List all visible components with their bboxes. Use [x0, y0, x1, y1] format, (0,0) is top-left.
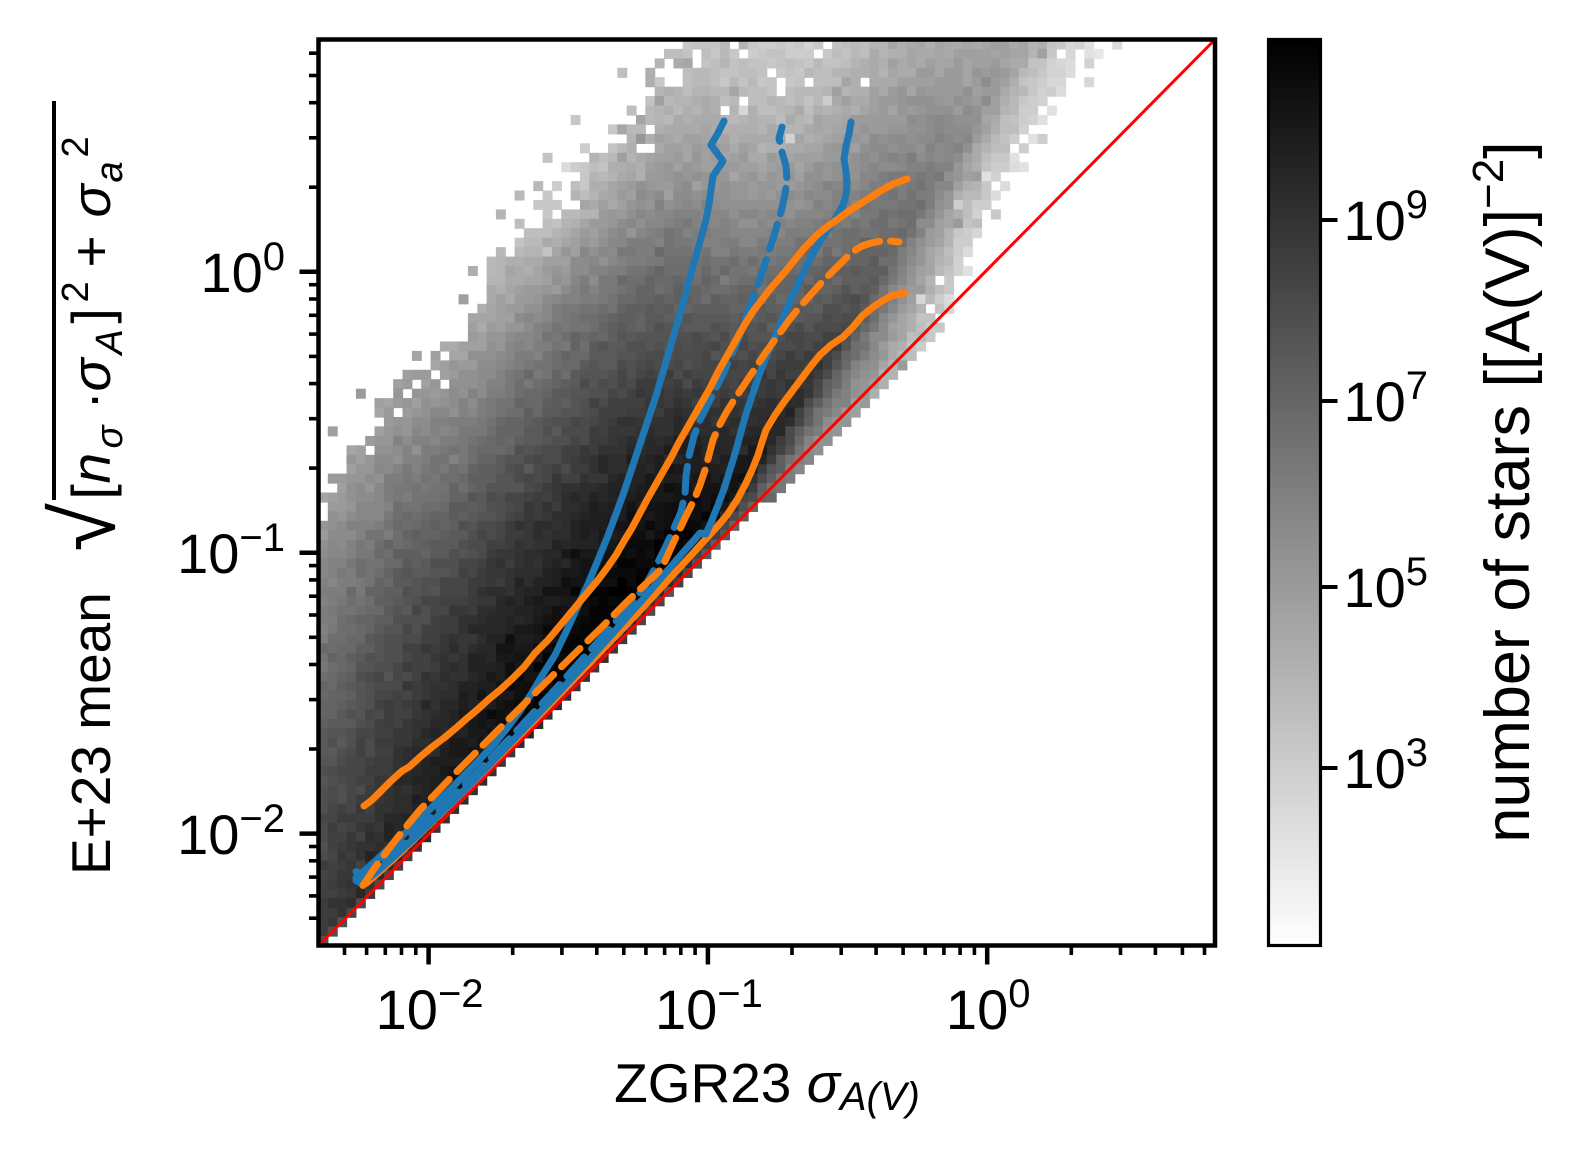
- svg-text:number of stars [[A(V)]−2]: number of stars [[A(V)]−2]: [1464, 141, 1543, 842]
- svg-text:]: ]: [60, 308, 122, 323]
- svg-text:2: 2: [55, 281, 97, 302]
- svg-text:n: n: [60, 453, 122, 484]
- svg-text:E+23 mean: E+23 mean: [60, 592, 122, 875]
- svg-text:100: 100: [200, 235, 285, 304]
- svg-text:√: √: [35, 503, 134, 552]
- svg-text:a: a: [89, 161, 131, 182]
- svg-text:+: +: [60, 235, 122, 267]
- svg-text:σ: σ: [60, 183, 122, 218]
- svg-text:A: A: [89, 329, 131, 356]
- svg-text:σ: σ: [89, 424, 131, 449]
- svg-text:10−1: 10−1: [177, 516, 285, 585]
- svg-text:·: ·: [60, 391, 122, 409]
- svg-text:[: [: [60, 484, 122, 499]
- svg-text:σ: σ: [60, 357, 122, 392]
- svg-text:2: 2: [55, 136, 97, 157]
